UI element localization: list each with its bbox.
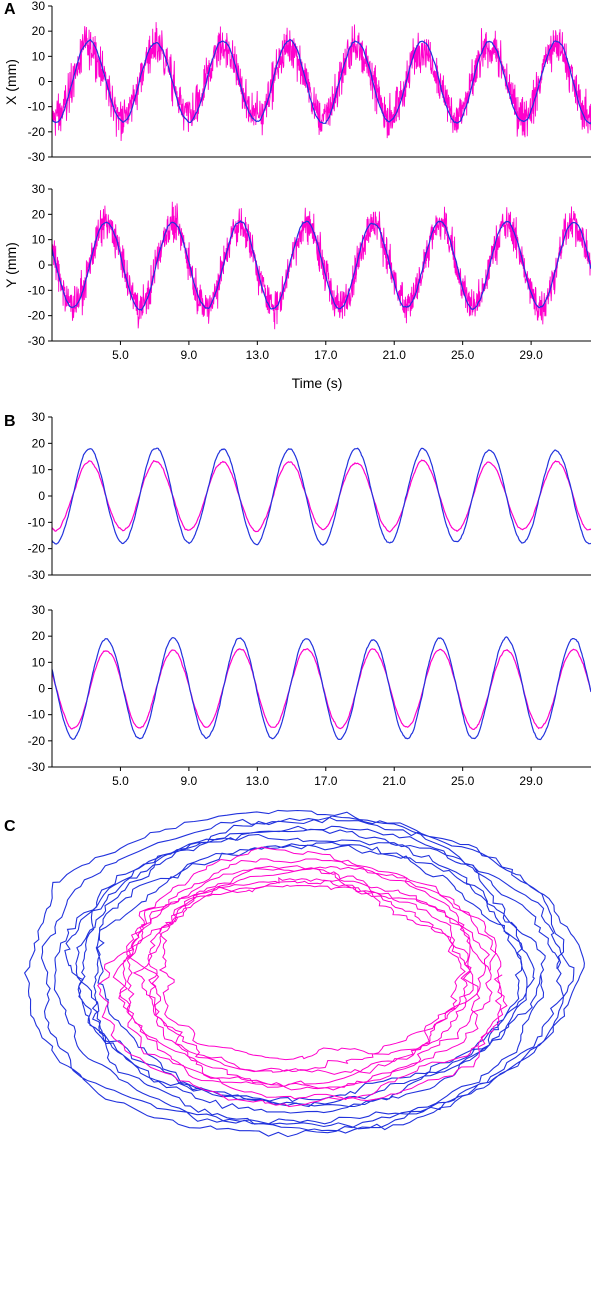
y-tick-label: 30 xyxy=(32,182,46,196)
x-tick-label: 25.0 xyxy=(451,774,475,788)
plot-a-y: Y (mm) Time (s) 30 20 10 0 -10 -20 -30 5.0 9.0 13… xyxy=(3,182,591,391)
x-tick-label: 5.0 xyxy=(112,774,129,788)
y-tick-label: 20 xyxy=(32,436,46,450)
x-tick-label: 17.0 xyxy=(314,348,338,362)
y-tick-label: 0 xyxy=(38,489,45,503)
x-tick-label: 21.0 xyxy=(383,774,407,788)
y-tick-label: 30 xyxy=(32,0,46,13)
series-line-measured xyxy=(51,459,591,533)
x-tick-label: 13.0 xyxy=(246,774,270,788)
x-tick-label: 9.0 xyxy=(181,348,198,362)
trajectory-magenta xyxy=(97,846,508,1108)
x-tick-label: 21.0 xyxy=(383,348,407,362)
y-tick-label: -10 xyxy=(28,283,46,297)
panel-label-c: C xyxy=(4,818,16,835)
x-tick-label: 17.0 xyxy=(314,774,338,788)
series-line-smoothed xyxy=(51,38,591,125)
y-tick-label: 20 xyxy=(32,629,46,643)
series-line-smoothed xyxy=(51,447,591,546)
y-tick-label: -20 xyxy=(28,542,46,556)
series-line-measured xyxy=(51,648,591,730)
x-tick-label: 5.0 xyxy=(112,348,129,362)
y-tick-label: 0 xyxy=(38,75,45,89)
x-tick-label: 25.0 xyxy=(451,348,475,362)
y-tick-label: -30 xyxy=(28,334,46,348)
panel-label-b: B xyxy=(4,413,16,430)
y-tick-label: 10 xyxy=(32,49,46,63)
x-axis-label: Time (s) xyxy=(292,375,343,391)
x-tick-label: 13.0 xyxy=(246,348,270,362)
y-tick-label: -30 xyxy=(28,760,46,774)
y-tick-label: 0 xyxy=(38,682,45,696)
y-tick-label: -20 xyxy=(28,125,46,139)
y-tick-label: 10 xyxy=(32,233,46,247)
x-tick-label: 29.0 xyxy=(519,348,543,362)
y-tick-label: -30 xyxy=(28,568,46,582)
series-line-measured xyxy=(51,201,591,330)
y-tick-label: 30 xyxy=(32,603,46,617)
series-line-smoothed xyxy=(51,636,591,741)
y-tick-label: 30 xyxy=(32,410,46,424)
y-tick-label: 10 xyxy=(32,655,46,669)
y-axis-label: Y (mm) xyxy=(3,242,19,288)
series-line-measured xyxy=(51,22,591,142)
y-tick-label: 10 xyxy=(32,463,46,477)
y-tick-label: 0 xyxy=(38,258,45,272)
x-tick-label: 9.0 xyxy=(181,774,198,788)
y-tick-label: -10 xyxy=(28,515,46,529)
y-tick-label: -10 xyxy=(28,708,46,722)
y-tick-label: -30 xyxy=(28,150,46,164)
y-tick-label: -20 xyxy=(28,734,46,748)
y-tick-label: 20 xyxy=(32,207,46,221)
panel-label-a: A xyxy=(4,1,16,18)
x-tick-label: 29.0 xyxy=(519,774,543,788)
plot-b-x: 30 20 10 0 -10 -20 -30 xyxy=(28,410,591,582)
series-line-smoothed xyxy=(51,220,591,312)
y-tick-label: 20 xyxy=(32,24,46,38)
plot-b-y: 30 20 10 0 -10 -20 -30 5.0 9.0 13.0 17.0 21.0 25.0 29… xyxy=(28,603,591,788)
trajectory-blue xyxy=(23,809,585,1138)
y-axis-label: X (mm) xyxy=(3,59,19,105)
y-tick-label: -20 xyxy=(28,309,46,323)
plot-c-trajectory xyxy=(23,809,585,1138)
plot-a-x: X (mm) 30 20 10 0 -10 -20 -30 xyxy=(3,0,591,164)
y-tick-label: -10 xyxy=(28,100,46,114)
